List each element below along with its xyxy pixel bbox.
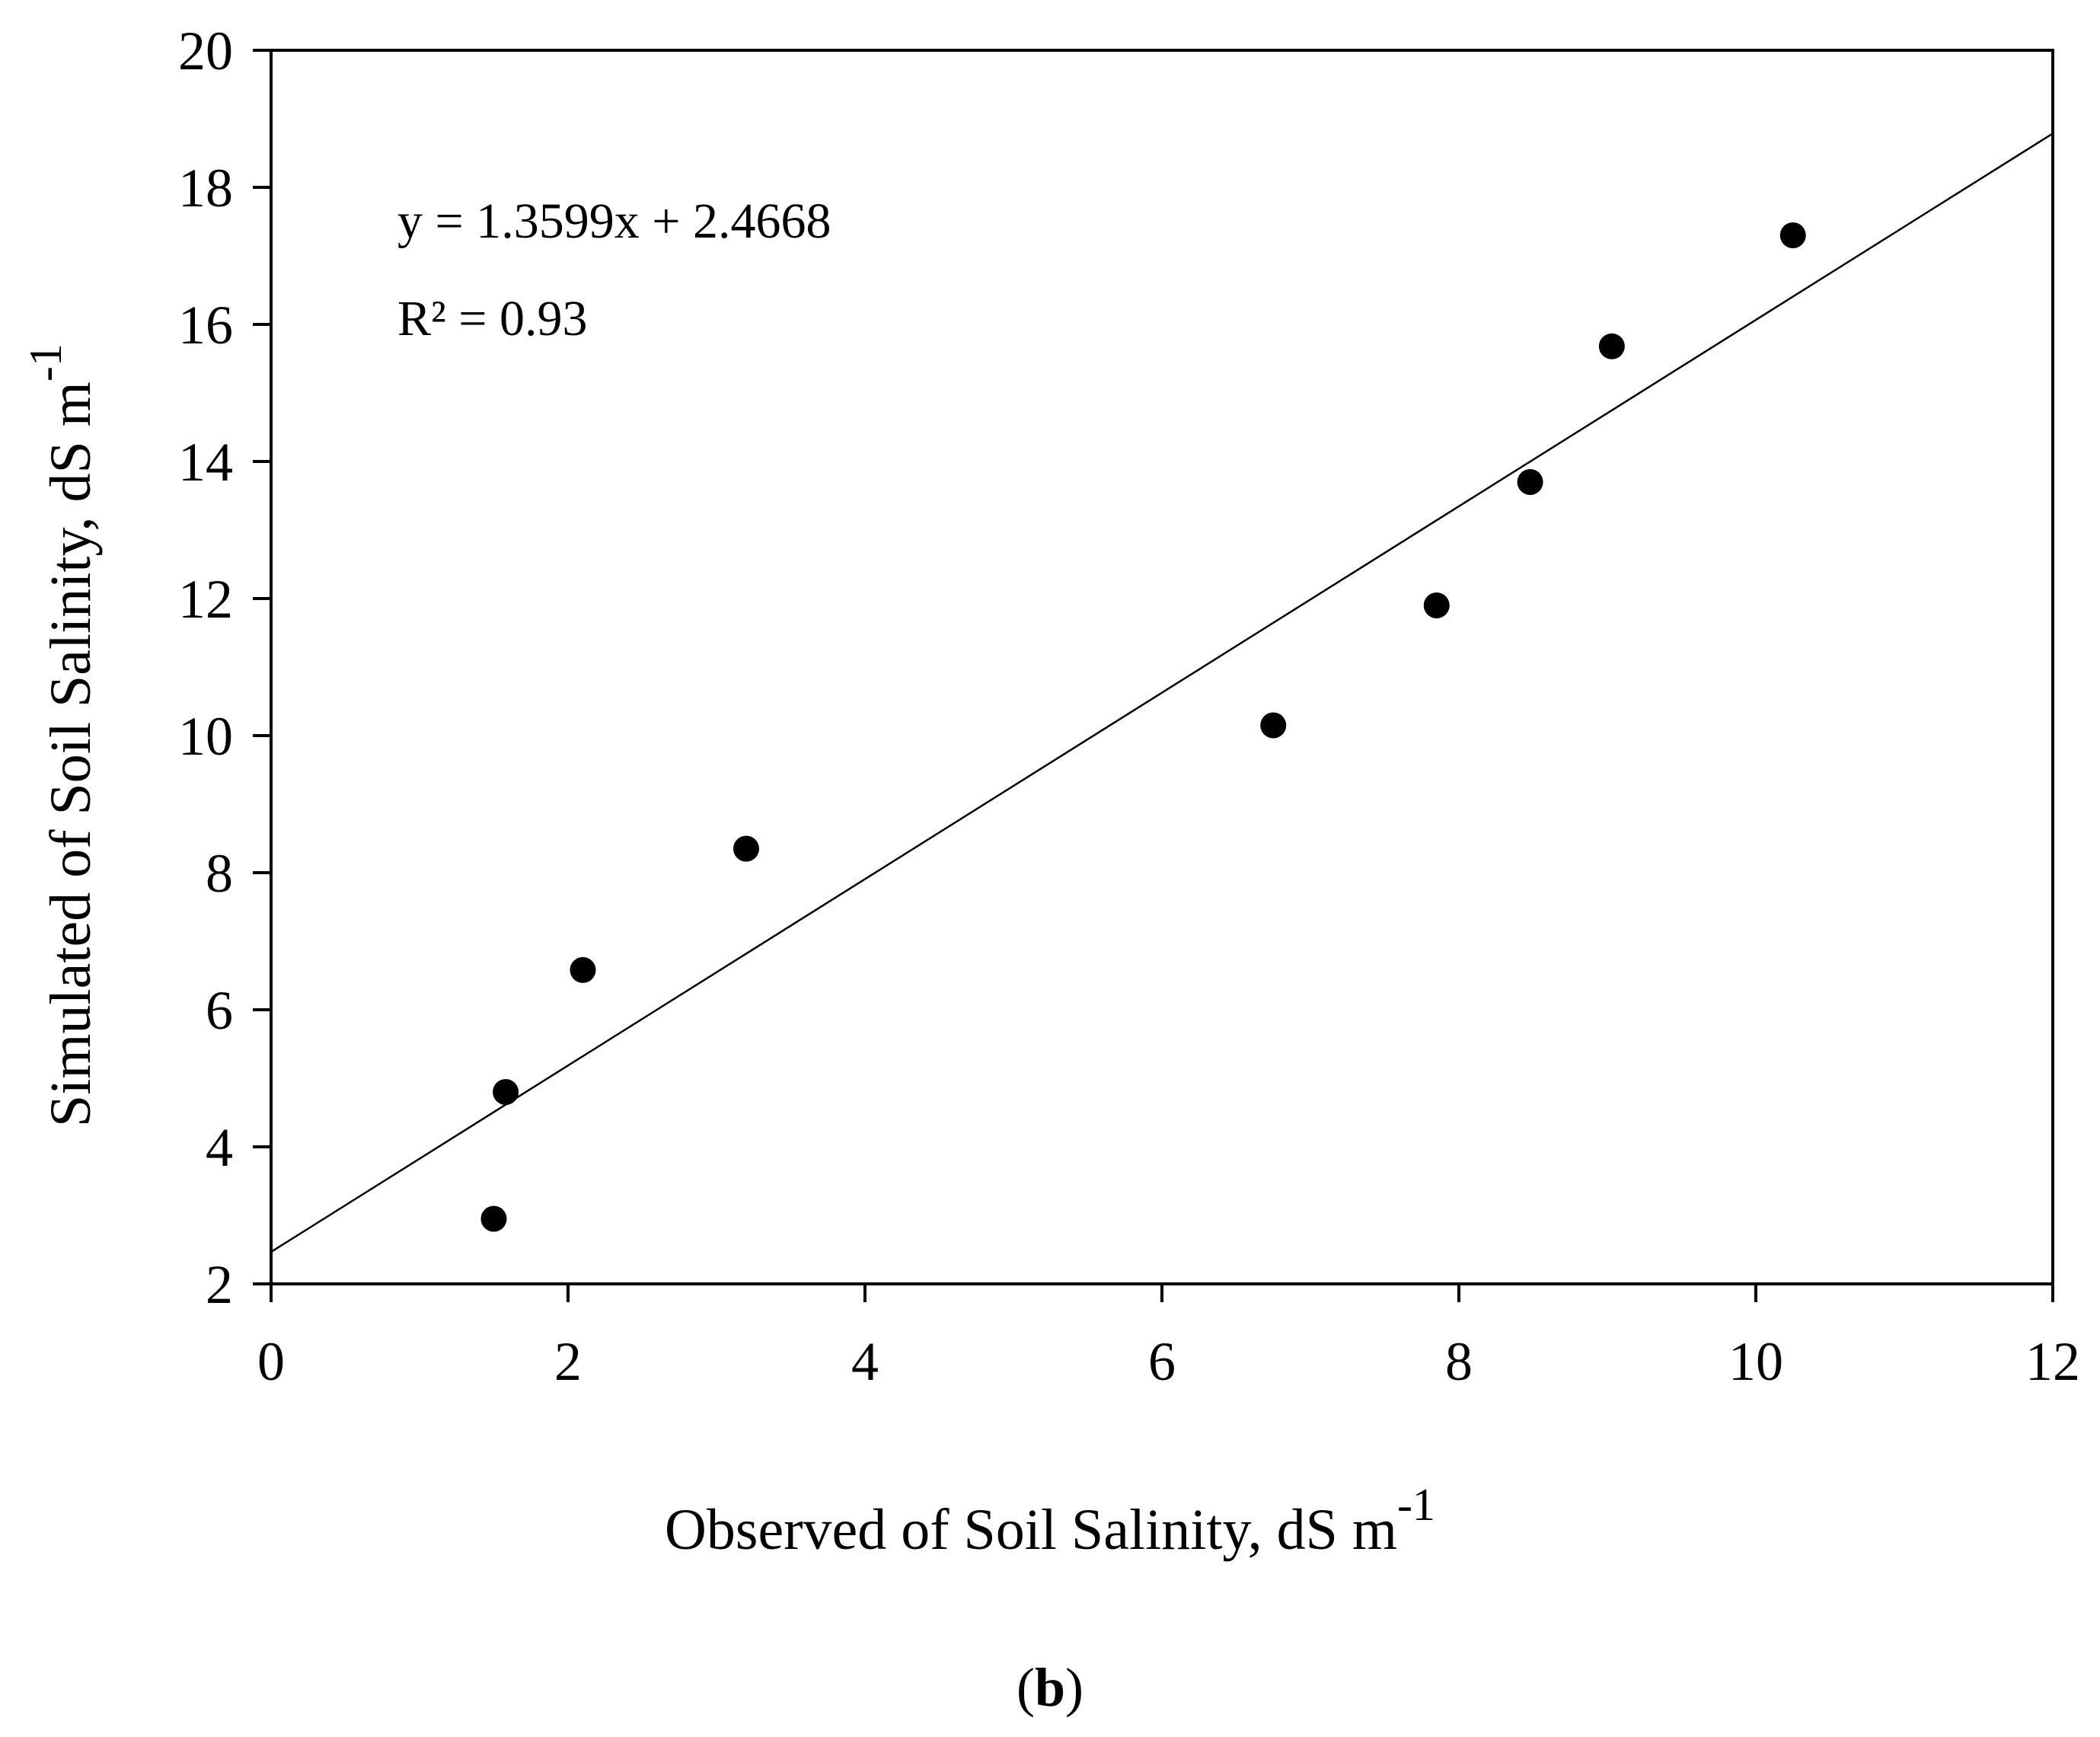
x-tick-label: 0 [257,1331,285,1392]
data-point [1260,712,1287,739]
y-tick-label: 10 [178,706,233,767]
y-tick-label: 20 [178,21,233,81]
y-tick-label: 2 [206,1254,233,1315]
y-tick-label: 14 [178,432,233,493]
y-tick-label: 8 [206,843,233,904]
y-tick-label: 16 [178,295,233,356]
x-axis-title-text: Observed of Soil Salinity, dS m [665,1498,1397,1562]
y-tick-label: 12 [178,569,233,630]
data-point [570,956,596,983]
y-tick-label: 6 [206,980,233,1041]
data-point [480,1205,507,1232]
y-axis-title-text: Simulated of Soil Salinity, dS m [39,382,103,1127]
data-points [480,222,1806,1232]
data-point [493,1079,519,1105]
data-point [1779,222,1806,248]
y-axis-ticks [253,49,271,1285]
r-squared-annotation: R² = 0.93 [397,291,588,346]
y-tick-label: 4 [206,1117,233,1178]
caption-close-paren: ) [1065,1657,1084,1718]
x-tick-label: 12 [2025,1331,2080,1392]
caption-label: b [1035,1657,1065,1718]
x-tick-label: 6 [1148,1331,1176,1392]
data-point [1598,333,1625,359]
x-axis-tick-labels: 0 2 4 6 8 10 12 [257,1331,2080,1392]
x-tick-label: 4 [851,1331,879,1392]
y-axis-title: Simulated of Soil Salinity, dS m-1 [21,343,103,1127]
figure-caption: (b) [1016,1657,1084,1718]
x-tick-label: 2 [554,1331,582,1392]
x-tick-label: 8 [1445,1331,1473,1392]
y-axis-tick-labels: 2 4 6 8 10 12 14 16 18 20 [178,21,233,1315]
data-point [1423,592,1450,618]
y-tick-label: 18 [178,158,233,219]
x-axis-ticks [270,1284,2054,1302]
equation-annotation: y = 1.3599x + 2.4668 [397,193,831,249]
data-point [733,835,759,862]
caption-open-paren: ( [1016,1657,1035,1718]
trendline [270,133,2054,1253]
r-squared-prefix: R² = [397,291,499,346]
y-axis-unit-exponent: -1 [21,343,71,382]
x-tick-label: 10 [1728,1331,1783,1392]
data-point [1517,469,1543,495]
r-squared-value: 0.93 [499,291,588,346]
x-axis-unit-exponent: -1 [1397,1480,1435,1530]
x-axis-title: Observed of Soil Salinity, dS m-1 [665,1480,1435,1562]
